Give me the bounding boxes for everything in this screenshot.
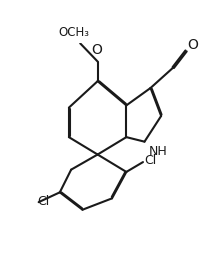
Text: NH: NH (148, 145, 167, 158)
Text: Cl: Cl (37, 195, 49, 208)
Text: O: O (91, 43, 102, 57)
Text: O: O (187, 38, 199, 52)
Text: Cl: Cl (145, 154, 157, 167)
Text: OCH₃: OCH₃ (58, 26, 89, 39)
